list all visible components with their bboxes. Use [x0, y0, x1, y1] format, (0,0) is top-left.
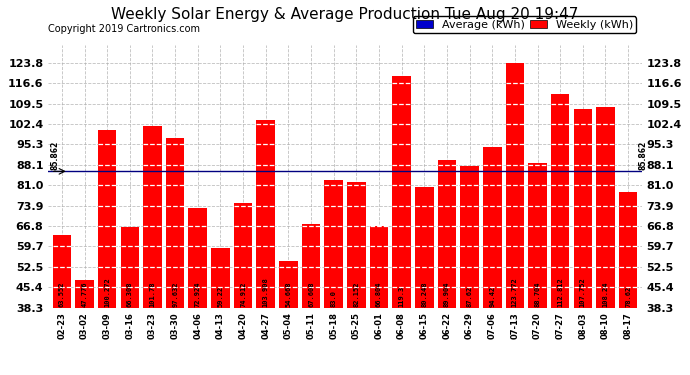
Bar — [551, 94, 569, 308]
Bar — [370, 226, 388, 308]
Bar — [121, 227, 139, 308]
Text: 74.912: 74.912 — [240, 281, 246, 307]
Bar — [324, 180, 343, 308]
Text: 54.668: 54.668 — [286, 281, 291, 307]
Text: 94.42: 94.42 — [489, 285, 495, 307]
Bar — [415, 188, 433, 308]
Bar — [75, 280, 94, 308]
Bar — [144, 126, 161, 308]
Legend: Average (kWh), Weekly (kWh): Average (kWh), Weekly (kWh) — [413, 16, 636, 33]
Text: 88.704: 88.704 — [535, 281, 540, 307]
Text: 123.772: 123.772 — [512, 277, 518, 307]
Bar — [188, 209, 207, 308]
Text: 63.552: 63.552 — [59, 281, 65, 307]
Text: 100.272: 100.272 — [104, 277, 110, 307]
Text: 66.804: 66.804 — [376, 281, 382, 307]
Text: 112.812: 112.812 — [557, 277, 563, 307]
Text: 87.62: 87.62 — [466, 285, 473, 307]
Text: 83.0: 83.0 — [331, 290, 337, 307]
Bar — [279, 261, 297, 308]
Text: 67.608: 67.608 — [308, 281, 314, 307]
Text: Copyright 2019 Cartronics.com: Copyright 2019 Cartronics.com — [48, 24, 200, 34]
Text: 101.78: 101.78 — [150, 281, 155, 307]
Text: 78.62: 78.62 — [625, 285, 631, 307]
Bar — [529, 163, 546, 308]
Text: 85.862: 85.862 — [50, 141, 59, 171]
Text: 107.752: 107.752 — [580, 277, 586, 307]
Text: 47.776: 47.776 — [81, 281, 88, 307]
Text: Weekly Solar Energy & Average Production Tue Aug 20 19:47: Weekly Solar Energy & Average Production… — [111, 8, 579, 22]
Bar — [460, 166, 479, 308]
Text: 66.308: 66.308 — [127, 281, 133, 307]
Bar — [302, 224, 320, 308]
Bar — [211, 248, 230, 308]
Bar — [52, 235, 71, 308]
Bar — [393, 76, 411, 307]
Bar — [596, 107, 615, 308]
Bar — [166, 138, 184, 308]
Bar — [234, 203, 253, 308]
Text: 108.24: 108.24 — [602, 281, 609, 307]
Text: 89.904: 89.904 — [444, 281, 450, 307]
Bar — [437, 160, 456, 308]
Bar — [619, 192, 638, 308]
Bar — [98, 130, 117, 308]
Text: 80.248: 80.248 — [422, 281, 427, 307]
Bar — [573, 109, 592, 308]
Text: 97.632: 97.632 — [172, 281, 178, 307]
Text: 82.152: 82.152 — [353, 281, 359, 307]
Text: 59.22: 59.22 — [217, 285, 224, 307]
Text: 119.3: 119.3 — [399, 285, 404, 307]
Bar — [347, 182, 366, 308]
Bar — [257, 120, 275, 308]
Bar — [506, 63, 524, 308]
Text: 85.862: 85.862 — [638, 141, 647, 171]
Bar — [483, 147, 502, 308]
Text: 103.908: 103.908 — [263, 277, 268, 307]
Text: 72.924: 72.924 — [195, 281, 201, 307]
